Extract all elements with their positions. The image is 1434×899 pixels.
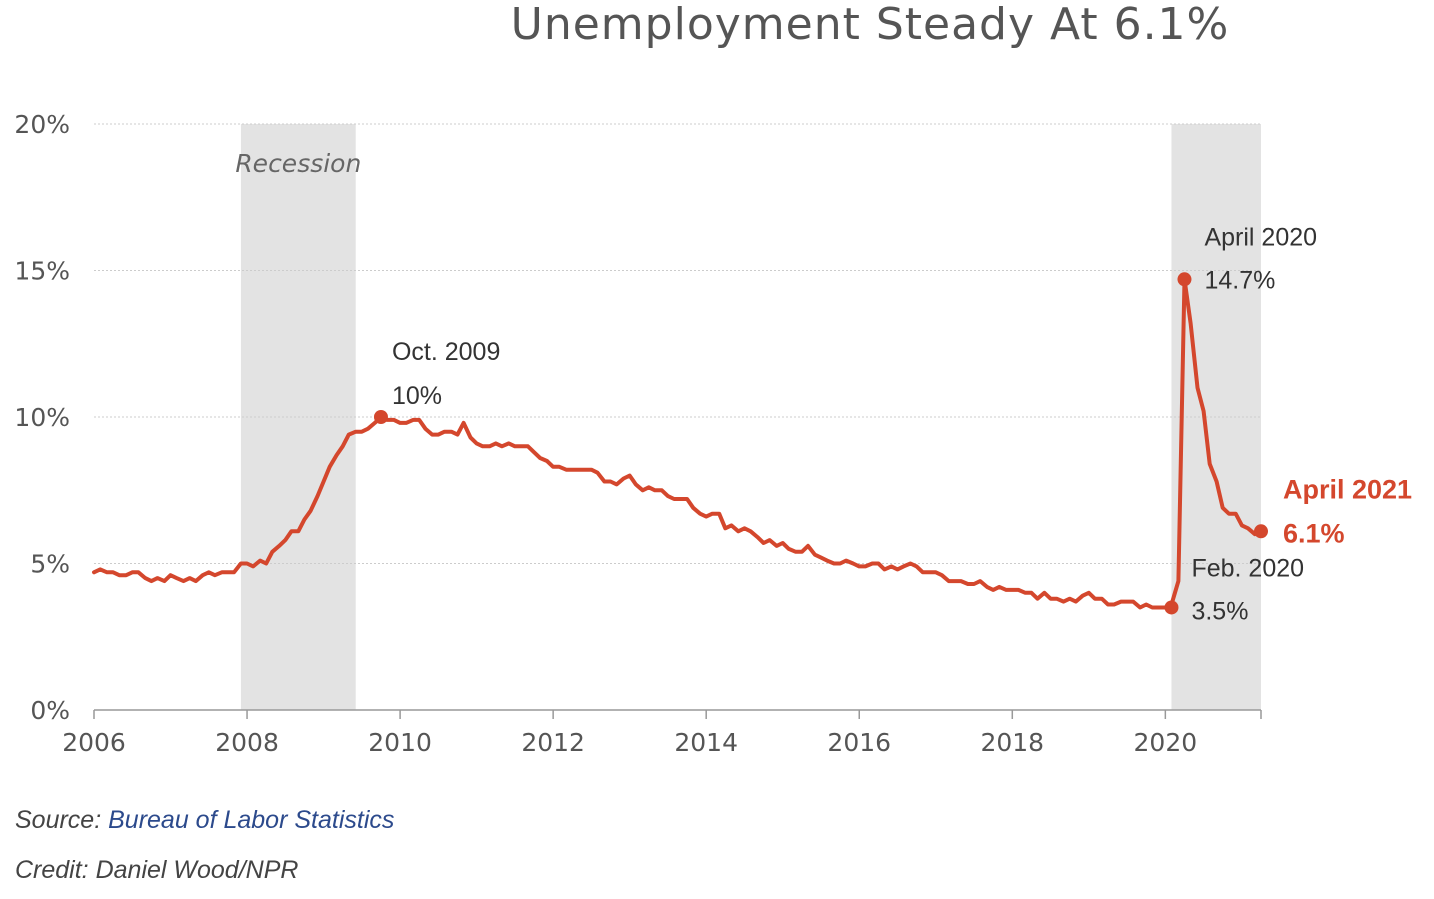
- x-tick-label: 2012: [521, 728, 585, 757]
- x-tick-label: 2016: [827, 728, 891, 757]
- annotation-point: [1254, 524, 1268, 539]
- recession-label: Recession: [235, 149, 361, 178]
- annotation-point: [1164, 600, 1179, 615]
- annotation-point: [1177, 272, 1192, 287]
- source-line: Source: Bureau of Labor Statistics: [15, 806, 394, 835]
- x-tick-label: 2010: [368, 728, 432, 757]
- x-tick-label: 2018: [980, 728, 1044, 757]
- y-tick-label: 20%: [14, 110, 70, 139]
- credit-line: Credit: Daniel Wood/NPR: [15, 856, 299, 884]
- annotation-value: 6.1%: [1283, 518, 1345, 548]
- annotation-label: April 2020: [1204, 223, 1317, 251]
- unemployment-line: [92, 277, 1263, 610]
- unemployment-chart: Recession 0% 5% 10% 15% 20% 2006 2008 2010 2012 2…: [14, 110, 1412, 757]
- annotation-value: 3.5%: [1191, 597, 1248, 625]
- axes: 0% 5% 10% 15% 20% 2006 2008 2010 2012 2014 2016 201…: [14, 110, 1262, 757]
- y-tick-label: 5%: [30, 550, 70, 579]
- x-tick-label: 2014: [674, 728, 738, 757]
- annotation-point: [373, 410, 388, 424]
- annotation-value: 10%: [392, 382, 442, 410]
- annotation-value: 14.7%: [1204, 266, 1275, 294]
- annotation-label: Oct. 2009: [392, 338, 500, 366]
- gridlines: [94, 123, 1261, 564]
- source-prefix: Source:: [15, 806, 109, 834]
- x-tick-label: 2006: [62, 728, 126, 757]
- annotation-label: Feb. 2020: [1191, 554, 1304, 582]
- x-tick-label: 2008: [215, 728, 279, 757]
- series-line: [92, 277, 1263, 610]
- x-tick-label: 2020: [1134, 728, 1198, 757]
- y-tick-label: 10%: [14, 403, 70, 432]
- chart-title: Unemployment Steady At 6.1%: [510, 0, 1230, 50]
- annotations: Oct. 2009 10% April 2020 14.7% Feb. 2020 3.5%…: [373, 223, 1412, 625]
- y-tick-label: 0%: [30, 696, 70, 725]
- y-tick-label: 15%: [14, 257, 70, 286]
- annotation-label: April 2021: [1283, 474, 1412, 504]
- source-link[interactable]: Bureau of Labor Statistics: [108, 806, 395, 834]
